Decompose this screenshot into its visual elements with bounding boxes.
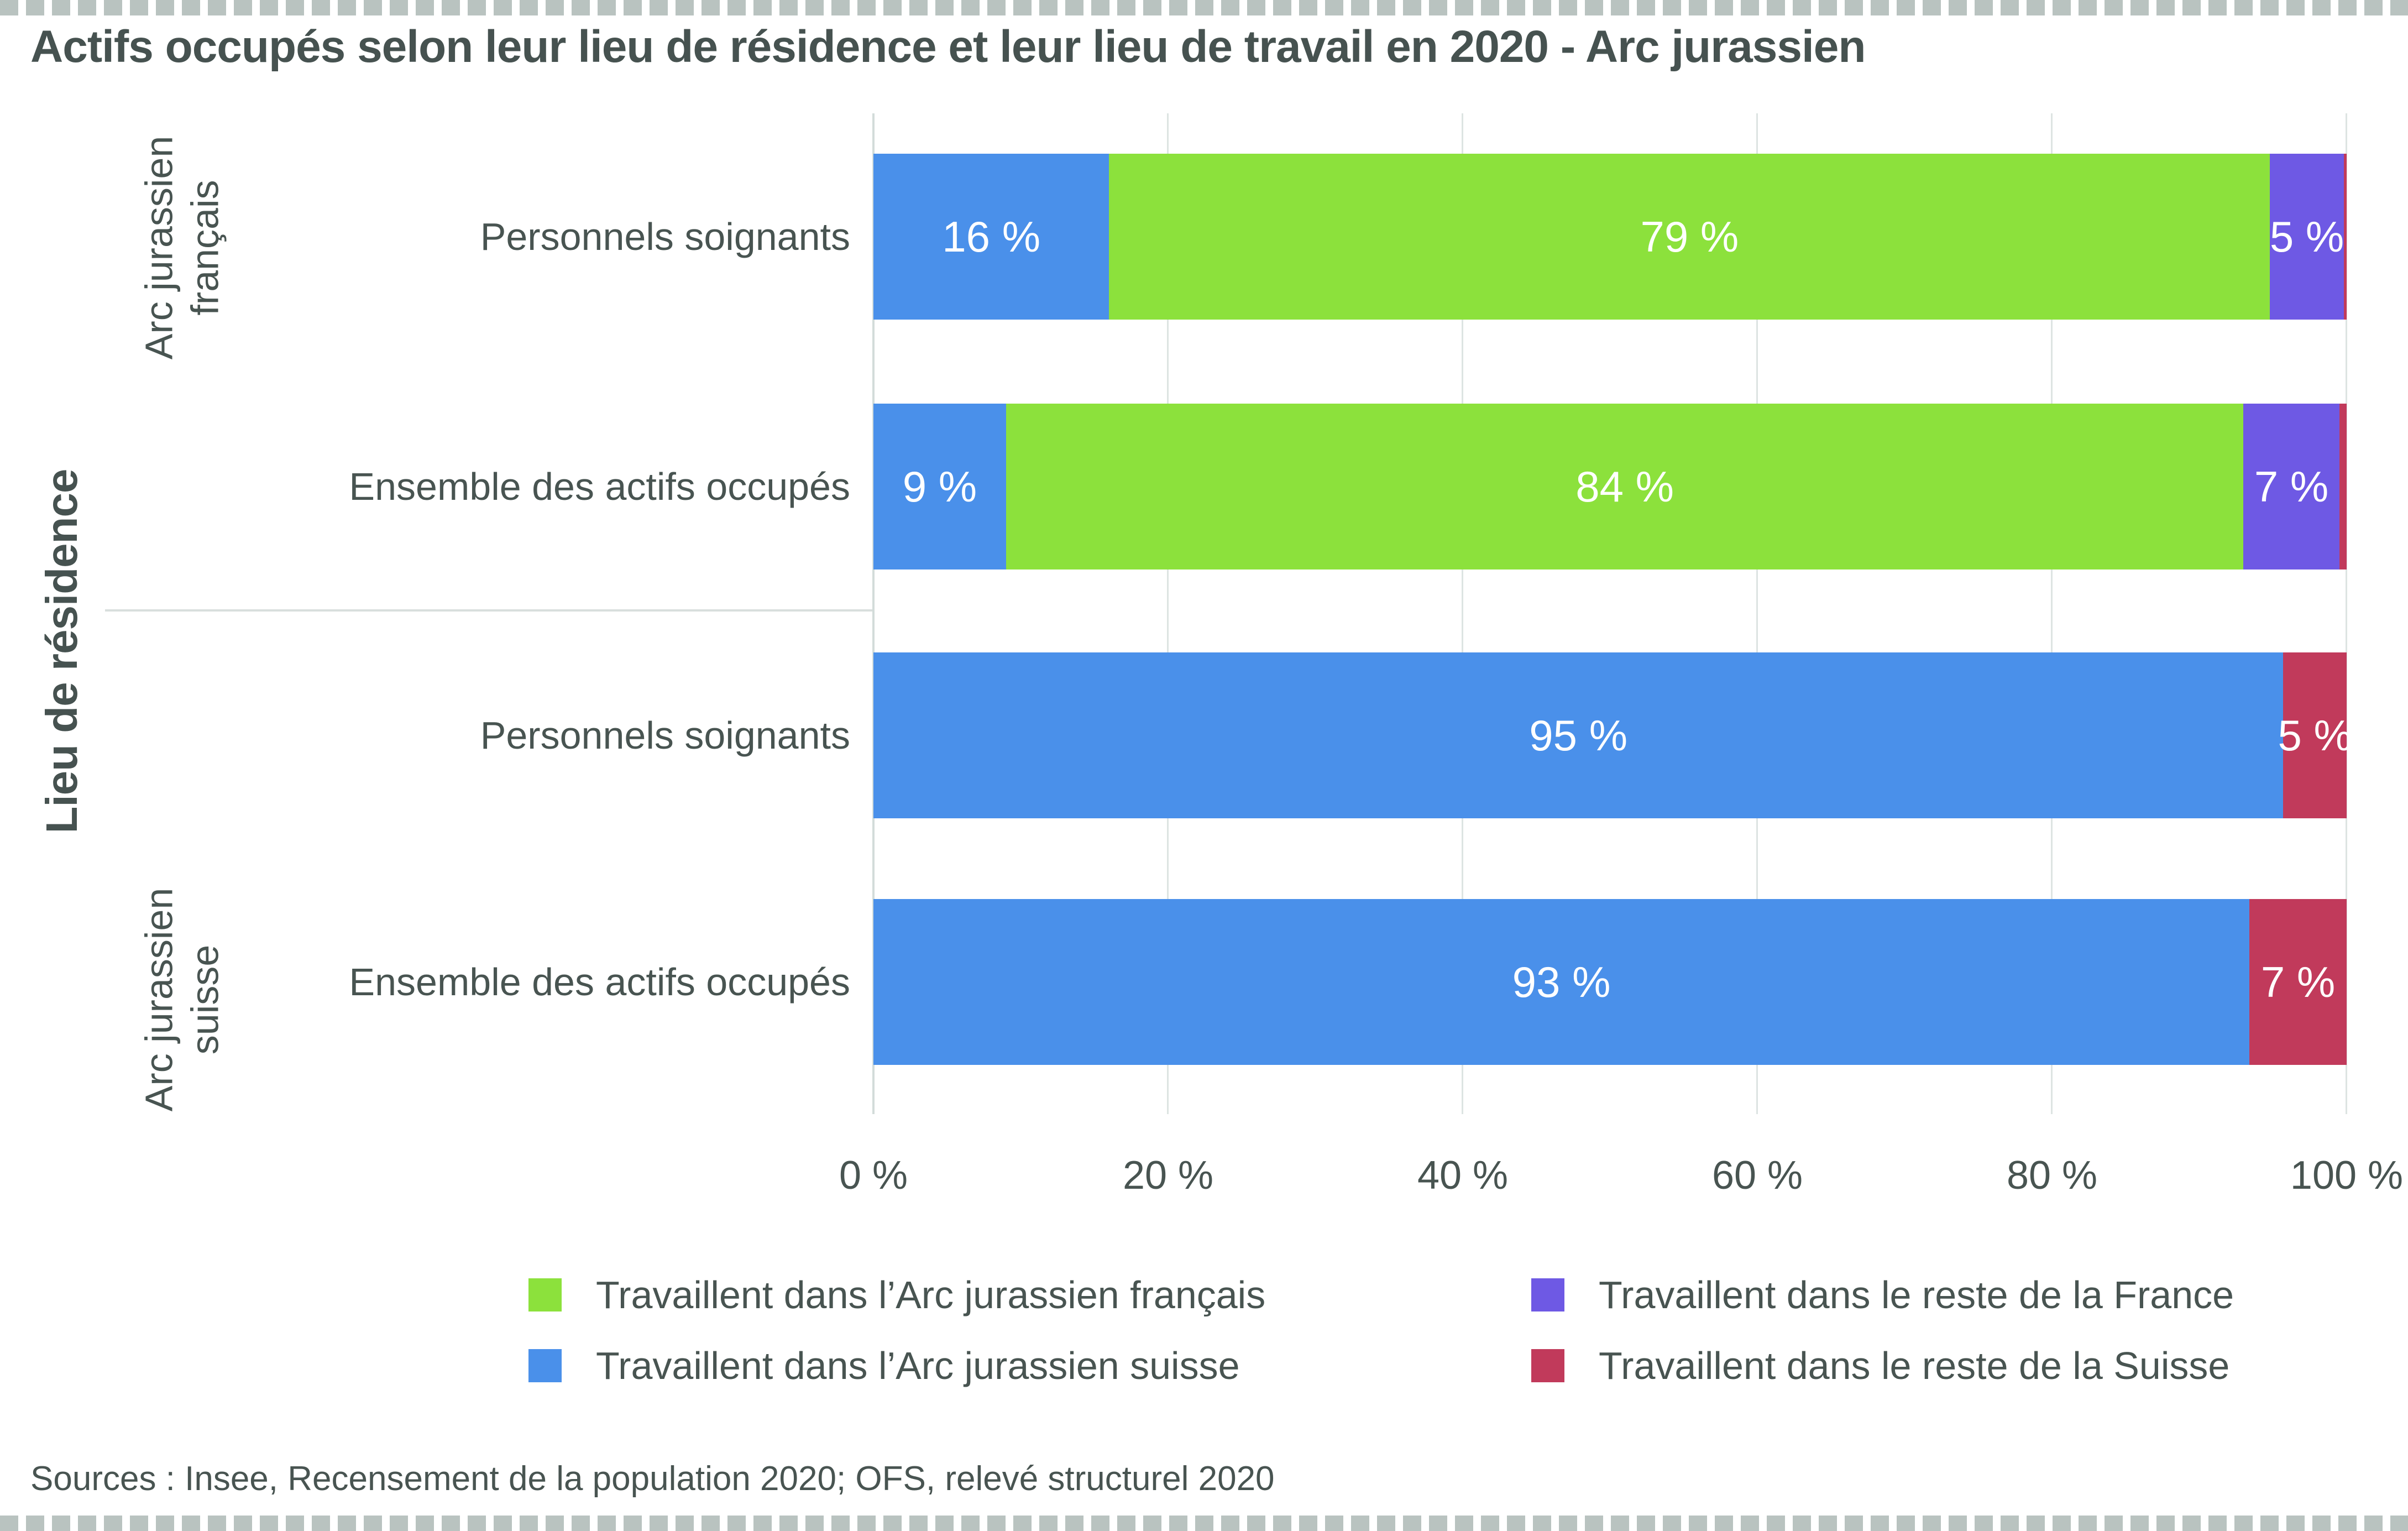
x-tick-label: 100 %: [2290, 1153, 2404, 1198]
gridline: [1756, 113, 1758, 1114]
gridline: [1167, 113, 1169, 1114]
legend-swatch-rdf: [1531, 1278, 1564, 1311]
bar-segment-ajs: 9 %: [873, 404, 1006, 569]
legend-label: Travaillent dans le reste de la France: [1599, 1273, 2234, 1316]
x-tick-label: 0 %: [839, 1153, 908, 1198]
x-tick-label: 80 %: [2006, 1153, 2098, 1198]
bar-value-label: 9 %: [902, 462, 977, 511]
x-tick-label: 60 %: [1711, 1153, 1803, 1198]
bar-value-label: 7 %: [2254, 462, 2329, 511]
bar-segment-rds: 7 %: [2249, 899, 2347, 1065]
bar-row: 16 % 79 % 5 %: [873, 154, 2347, 320]
bar-row: 93 % 7 %: [873, 899, 2347, 1065]
legend-item: Travaillent dans l’Arc jurassien françai…: [528, 1273, 1266, 1316]
y-axis-line: [872, 113, 875, 1114]
bar-segment-ajs: 93 %: [873, 899, 2250, 1065]
category-label: Personnels soignants: [480, 215, 850, 258]
legend-label: Travaillent dans l’Arc jurassien françai…: [596, 1273, 1266, 1316]
bar-segment-rds: [2339, 404, 2347, 569]
bar-row: 9 % 84 % 7 %: [873, 404, 2347, 569]
bar-value-label: 5 %: [2278, 711, 2352, 760]
category-label: Personnels soignants: [480, 714, 850, 757]
bar-segment-rdf: 7 %: [2243, 404, 2339, 569]
bar-value-label: 16 %: [942, 212, 1041, 261]
category-label: Ensemble des actifs occupés: [349, 960, 850, 1004]
legend-item: Travaillent dans le reste de la Suisse: [1531, 1344, 2230, 1387]
x-tick-label: 20 %: [1122, 1153, 1214, 1198]
bar-segment-rdf: 5 %: [2269, 154, 2344, 320]
bar-value-label: 5 %: [2269, 212, 2344, 261]
bar-value-label: 95 %: [1529, 711, 1628, 760]
legend-item: Travaillent dans le reste de la France: [1531, 1273, 2234, 1316]
y-axis-title: Lieu de résidence: [37, 469, 86, 834]
legend-swatch-rds: [1531, 1349, 1564, 1382]
bar-segment-rds: [2343, 154, 2347, 320]
gridline: [1462, 113, 1463, 1114]
bar-value-label: 84 %: [1575, 462, 1674, 511]
legend-swatch-ajs: [528, 1349, 562, 1382]
bar-segment-ajf: 79 %: [1109, 154, 2270, 320]
gridline: [2346, 113, 2347, 1114]
chart-title: Actifs occupés selon leur lieu de réside…: [30, 22, 1866, 72]
bar-segment-ajs: 95 %: [873, 652, 2284, 818]
bar-segment-rds: 5 %: [2278, 652, 2352, 818]
top-dashed-border: [0, 0, 2408, 15]
legend-label: Travaillent dans le reste de la Suisse: [1599, 1344, 2230, 1387]
bar-segment-ajf: 84 %: [1006, 404, 2244, 569]
x-tick-label: 40 %: [1417, 1153, 1509, 1198]
bar-segment-ajs: 16 %: [873, 154, 1109, 320]
bar-value-label: 7 %: [2260, 958, 2336, 1006]
legend-swatch-ajf: [528, 1278, 562, 1311]
bar-value-label: 93 %: [1512, 958, 1611, 1006]
legend-label: Travaillent dans l’Arc jurassien suisse: [596, 1344, 1240, 1387]
bar-value-label: 79 %: [1640, 212, 1739, 261]
source-note: Sources : Insee, Recensement de la popul…: [30, 1460, 1275, 1498]
gridline: [2051, 113, 2053, 1114]
plot-area: 16 % 79 % 5 % 9 % 84 % 7 % 95 % 5 % 93 % 7 %: [872, 113, 2352, 1114]
bar-row: 95 % 5 %: [873, 652, 2352, 818]
legend-item: Travaillent dans l’Arc jurassien suisse: [528, 1344, 1240, 1387]
bottom-dashed-border: [0, 1516, 2408, 1531]
category-label: Ensemble des actifs occupés: [349, 465, 850, 508]
group-separator-line: [105, 609, 872, 612]
